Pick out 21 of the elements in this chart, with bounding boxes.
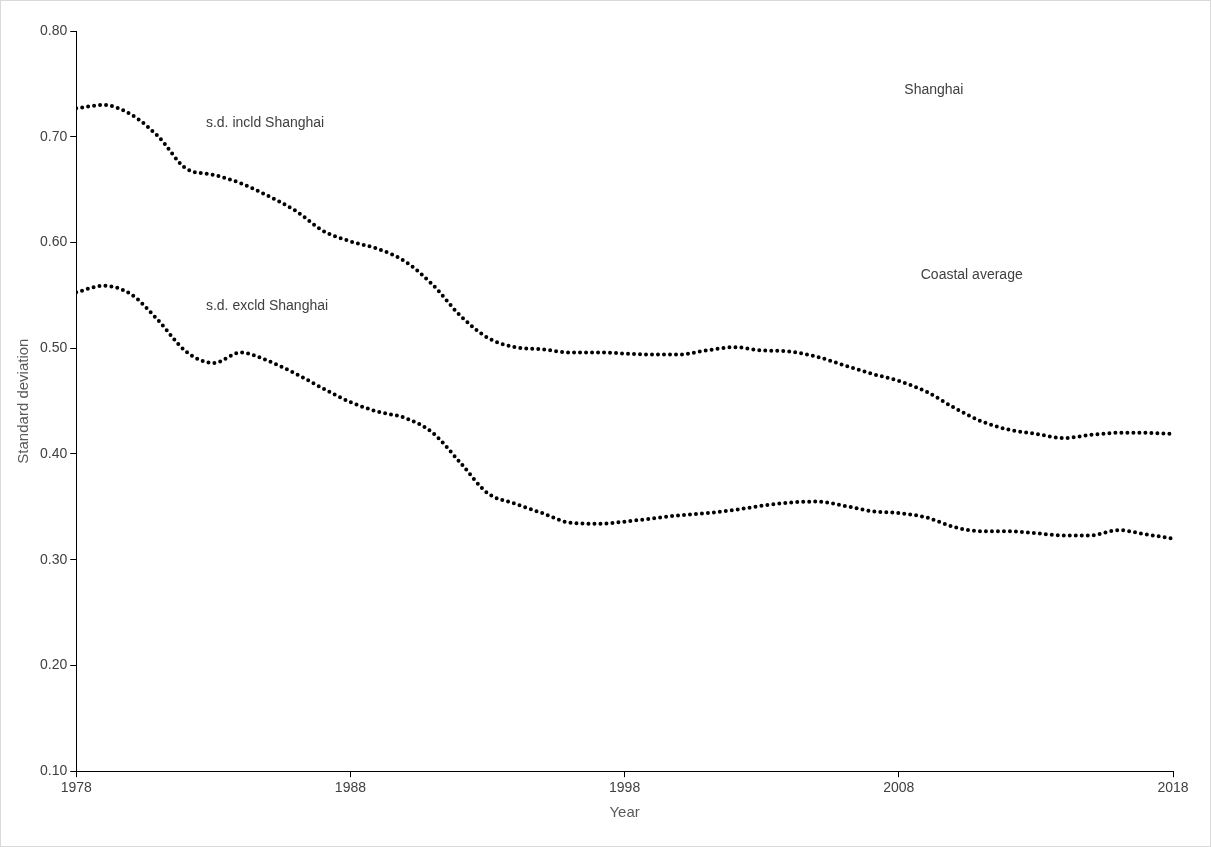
annotation: Shanghai bbox=[904, 81, 964, 98]
line-series bbox=[76, 103, 1173, 441]
y-tick-label: 0.40 bbox=[40, 444, 68, 461]
text: s.d. excld Shanghai bbox=[205, 297, 329, 314]
x-tick-label: 2008 bbox=[883, 779, 915, 796]
annotation: Coastal average bbox=[920, 266, 1023, 283]
y-tick-label: 0.80 bbox=[40, 21, 68, 38]
y-tick-label: 0.50 bbox=[40, 339, 68, 356]
x-tick-label: 1978 bbox=[60, 779, 93, 796]
x-tick-label: 2018 bbox=[1157, 779, 1189, 796]
y-axis-title: Standard deviation bbox=[14, 338, 32, 464]
y-tick-label: 0.30 bbox=[40, 550, 68, 567]
y-tick-label: 0.20 bbox=[40, 656, 68, 673]
x-tick-label: 1998 bbox=[609, 779, 641, 796]
text: s.d. incld Shanghai bbox=[205, 114, 325, 131]
x-axis-title: Year bbox=[609, 803, 640, 821]
y-tick-label: 0.60 bbox=[40, 233, 68, 250]
y-tick-label: 0.70 bbox=[40, 127, 68, 144]
y-tick-label: 0.10 bbox=[40, 762, 68, 779]
line-series bbox=[76, 283, 1173, 541]
x-tick-label: 1988 bbox=[334, 779, 367, 796]
